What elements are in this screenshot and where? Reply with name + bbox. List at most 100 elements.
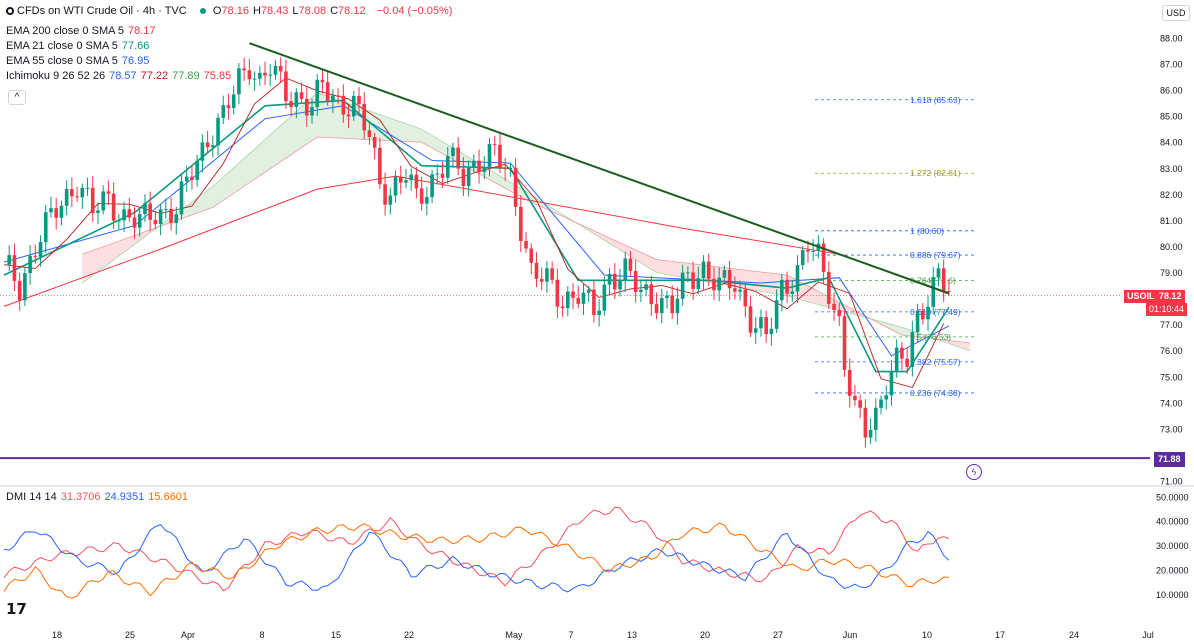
candle-body xyxy=(738,289,742,292)
time-tick-label: 7 xyxy=(568,630,573,640)
candle-body xyxy=(143,203,147,215)
cloud-segment xyxy=(97,246,104,272)
indicator-legend-row[interactable]: EMA 200 close 0 SMA 5 78.17 xyxy=(6,24,160,38)
candle-body xyxy=(7,255,12,265)
candle-body xyxy=(231,94,236,108)
candle-body xyxy=(790,291,795,294)
dmi-tick-label: 20.0000 xyxy=(1156,565,1189,575)
trendline-layer xyxy=(249,42,950,295)
candle-body xyxy=(550,268,554,280)
cloud-segment xyxy=(416,127,422,143)
time-tick-label: 20 xyxy=(700,630,710,640)
candle-body xyxy=(367,130,372,138)
chart-header: CFDs on WTI Crude Oil · 4h · TVC O78.16 H… xyxy=(6,4,456,18)
price-tick-label: 83.00 xyxy=(1160,164,1183,174)
cloud-segment xyxy=(546,204,553,212)
candle-body xyxy=(644,284,648,290)
cloud-segment xyxy=(82,252,88,283)
currency-label[interactable]: USD xyxy=(1162,5,1190,21)
indicator-value: 76.95 xyxy=(121,55,150,67)
alert-button[interactable]: ϟ xyxy=(966,464,982,480)
cloud-segment xyxy=(964,342,970,351)
candle-body xyxy=(451,147,455,157)
time-tick-label: Jul xyxy=(1142,630,1154,640)
fibonacci-levels: 1.618 (85.63) 1.272 (82.81) 1 (80.60) 0.886… xyxy=(815,95,975,398)
candle-body xyxy=(294,92,299,108)
price-change: −0.04 (−0.05%) xyxy=(376,5,453,17)
candle-body xyxy=(179,181,184,215)
cloud-segment xyxy=(385,116,391,141)
candle-body xyxy=(894,347,899,372)
candle-body xyxy=(691,272,695,290)
candle-body xyxy=(263,72,267,76)
candle-body xyxy=(153,219,158,225)
indicator-legend-row[interactable]: EMA 21 close 0 SMA 5 77.66 xyxy=(6,39,153,53)
candle-body xyxy=(252,78,257,80)
cloud-segment xyxy=(212,181,219,208)
fib-level-label: 0.236 (74.38) xyxy=(910,388,961,398)
candle-body xyxy=(571,291,575,298)
candle-body xyxy=(28,255,32,274)
indicator-legend-row[interactable]: EMA 55 close 0 SMA 5 76.95 xyxy=(6,54,153,68)
candle-body xyxy=(503,167,507,170)
candle-body xyxy=(273,65,278,75)
dmi-tick-label: 10.0000 xyxy=(1156,590,1189,600)
candle-body xyxy=(607,273,612,285)
cloud-segment xyxy=(760,272,767,293)
price-tick-label: 86.00 xyxy=(1160,86,1183,96)
candle-body xyxy=(759,317,763,329)
candle-body xyxy=(101,191,105,211)
candle-body xyxy=(847,369,852,396)
cloud-segment xyxy=(202,190,208,212)
ohlc-label: O xyxy=(212,5,222,17)
candle-body xyxy=(837,310,842,317)
dmi-tick-label: 50.0000 xyxy=(1156,492,1189,502)
ohlc-value: 78.12 xyxy=(338,5,366,17)
candle-body xyxy=(487,143,492,167)
cloud-segment xyxy=(959,341,965,349)
candle-body xyxy=(712,278,716,291)
cloud-segment xyxy=(740,269,746,289)
candle-body xyxy=(299,92,304,99)
cloud-segment xyxy=(103,244,109,268)
dmi-panel xyxy=(3,506,950,599)
cloud-segment xyxy=(948,340,955,346)
bar-countdown: 01:10:44 xyxy=(1146,303,1188,316)
candle-body xyxy=(780,279,784,301)
candle-body xyxy=(106,191,111,194)
cloud-segment xyxy=(755,271,761,292)
cloud-segment xyxy=(494,172,500,186)
cloud-segment xyxy=(223,172,229,201)
symbol-price-tag: USOIL xyxy=(1124,290,1158,303)
candle-body xyxy=(566,291,570,309)
cloud-segment xyxy=(640,252,647,267)
cloud-segment xyxy=(285,116,292,159)
indicator-name: EMA 55 close 0 SMA 5 xyxy=(6,55,118,67)
support-price-tag: 71.88 xyxy=(1154,452,1185,467)
candle-body xyxy=(331,95,335,102)
candle-body xyxy=(90,187,95,214)
cloud-segment xyxy=(280,120,286,162)
candle-body xyxy=(706,261,711,279)
candle-body xyxy=(592,289,596,315)
candle-body xyxy=(748,306,753,333)
cloud-segment xyxy=(108,243,114,264)
time-tick-label: 27 xyxy=(773,630,783,640)
candle-body xyxy=(863,407,868,438)
cloud-segment xyxy=(891,324,897,333)
ichimoku-cloud xyxy=(82,92,970,352)
candle-body xyxy=(430,174,434,198)
chart-title: CFDs on WTI Crude Oil · 4h · TVC xyxy=(17,5,187,17)
ichimoku-span-a xyxy=(82,92,970,352)
fib-level-label: 1.272 (82.81) xyxy=(910,168,961,178)
candle-body xyxy=(618,280,622,290)
cloud-segment xyxy=(432,135,438,151)
tradingview-logo[interactable]: 17 xyxy=(6,600,27,618)
collapse-legend-button[interactable]: ^ xyxy=(8,90,26,105)
candle-body xyxy=(132,217,137,228)
candle-body xyxy=(242,68,246,71)
candle-body xyxy=(164,208,168,210)
indicator-legend-row[interactable]: Ichimoku 9 26 52 26 78.57 77.22 77.89 75.85 xyxy=(6,69,235,83)
dmi-value: 15.6601 xyxy=(148,491,189,503)
